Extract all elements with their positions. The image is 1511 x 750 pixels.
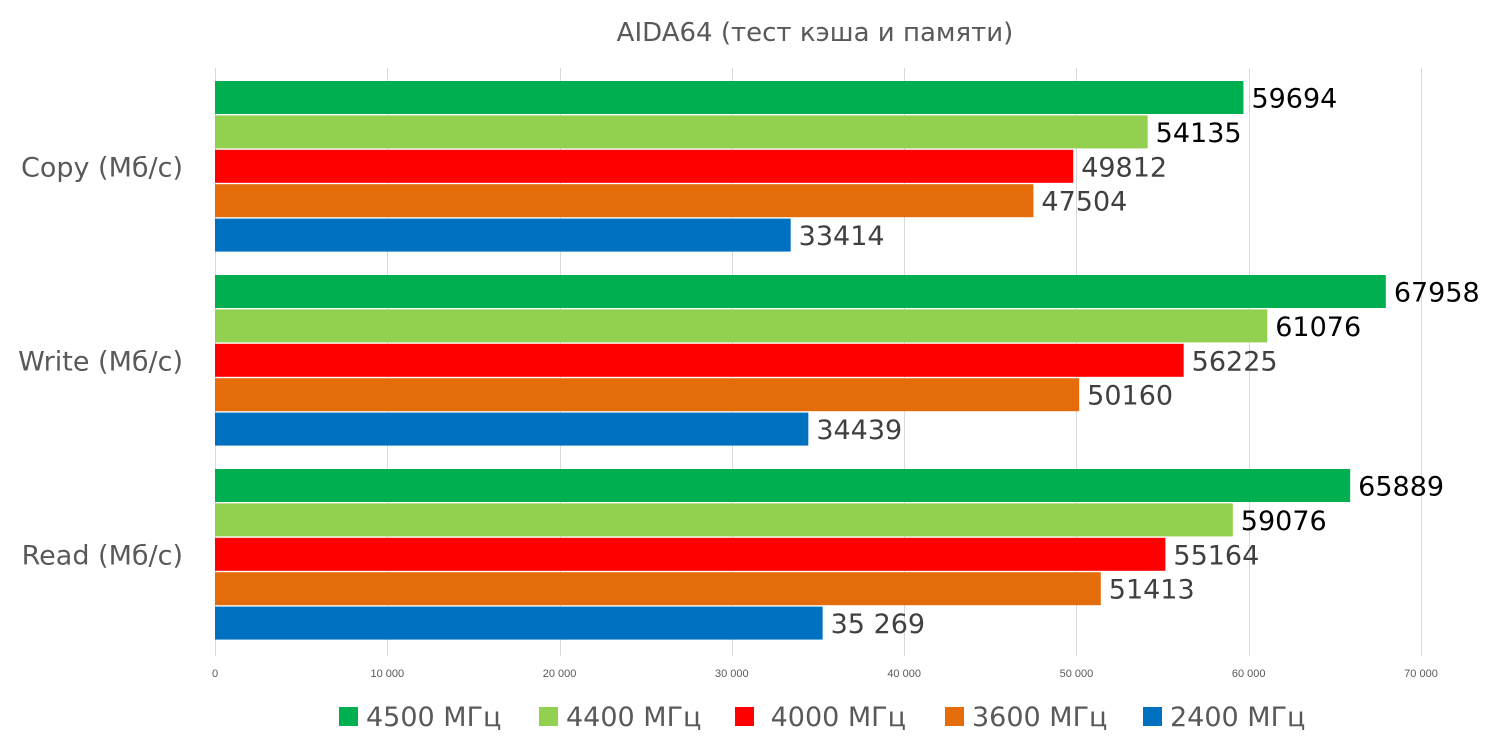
bars [215,81,1386,640]
bar [215,606,823,640]
x-tick-label: 20 000 [543,668,577,680]
legend-swatch [539,707,558,726]
bar [215,218,791,252]
bar [215,572,1101,606]
bar-value-label: 61076 [1275,312,1361,343]
legend-swatch [339,707,358,726]
bar-value-label: 59076 [1241,506,1327,537]
x-tick-label: 60 000 [1232,668,1266,680]
bar-value-label: 54135 [1156,118,1242,149]
bar-value-label: 65889 [1358,472,1444,503]
bar-value-label: 51413 [1109,575,1195,606]
x-tick-label: 0 [212,668,218,680]
x-tick-label: 70 000 [1404,668,1438,680]
bar [215,149,1074,183]
bar-value-label: 56225 [1192,346,1278,377]
legend-label: 4400 МГц [566,702,701,733]
bar [215,81,1244,114]
bar-value-label: 34439 [816,415,902,446]
bar-value-label: 49812 [1081,152,1167,183]
chart-title: AIDA64 (тест кэша и памяти) [617,18,1014,48]
legend-label: 4500 МГц [366,702,501,733]
bar [215,343,1184,377]
data-labels: 59694 67958 65889 54135 61076 59076 49812 56225… [799,84,1480,641]
category-label: Copy (Мб/с) [21,152,183,183]
bar [215,309,1268,343]
bar [215,378,1080,412]
legend-swatch [945,707,964,726]
x-tick-label: 10 000 [370,668,404,680]
bar [215,275,1386,308]
category-axis: Copy (Мб/с) Write (Мб/с) Read (Мб/с) [18,152,183,571]
bar-value-label: 50160 [1087,381,1173,412]
bar-value-label: 59694 [1251,84,1337,115]
bar [215,469,1351,502]
value-axis: 0 10 000 20 000 30 000 40 000 50 000 60 000 70 … [212,668,1438,680]
legend-label: 2400 МГц [1170,702,1305,733]
bar-value-label: 35 269 [831,609,925,640]
category-label: Read (Мб/с) [22,540,183,571]
bar [215,184,1034,218]
bar-value-label: 33414 [799,221,885,252]
legend-label: 3600 МГц [972,702,1107,733]
bar [215,537,1166,571]
legend-swatch [1143,707,1162,726]
bar [215,412,809,446]
bar-value-label: 55164 [1173,540,1259,571]
x-tick-label: 40 000 [887,668,921,680]
x-tick-label: 50 000 [1060,668,1094,680]
bar-value-label: 47504 [1041,187,1127,218]
x-tick-label: 30 000 [715,668,749,680]
bar [215,115,1148,149]
bar [215,503,1233,537]
legend: 4500 МГц 4400 МГц 4000 МГц 3600 МГц 2400 МГ… [339,702,1305,733]
category-label: Write (Мб/с) [18,346,183,377]
legend-label: 4000 МГц [762,702,906,733]
legend-swatch [735,707,754,726]
bar-value-label: 67958 [1394,278,1480,309]
